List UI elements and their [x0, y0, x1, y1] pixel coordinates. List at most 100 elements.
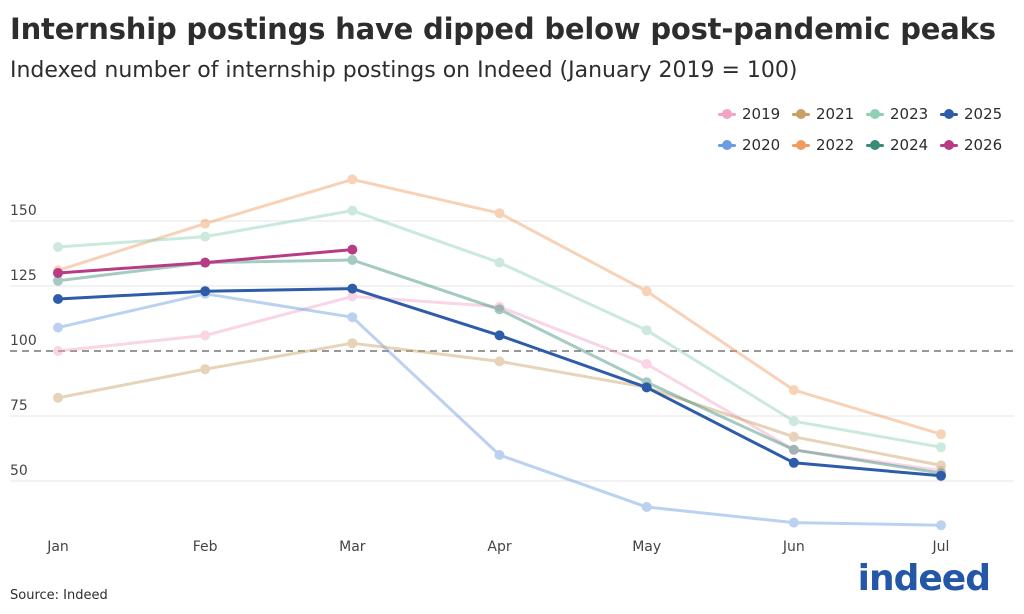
series-2026 [53, 244, 358, 278]
data-point-2025 [936, 470, 946, 481]
data-point-2023 [494, 257, 505, 268]
data-point-2023 [788, 416, 799, 427]
data-point-2026 [200, 257, 211, 268]
series-line-2021 [56, 341, 943, 467]
legend-swatch [792, 108, 810, 119]
chart-legend: 2019 2021 2023 2025 2020 2022 2024 2026 [714, 98, 1014, 160]
data-point-2023 [200, 231, 211, 242]
legend-label: 2024 [890, 135, 929, 154]
data-point-2020 [53, 322, 63, 333]
data-point-2025 [788, 457, 799, 468]
legend-item-2024: 2024 [866, 136, 940, 154]
data-point-2022 [347, 174, 358, 185]
legend-item-2025: 2025 [940, 105, 1014, 123]
legend-label: 2021 [816, 104, 855, 123]
source-note: Source: Indeed [10, 588, 108, 603]
y-tick-label: 75 [10, 398, 28, 414]
x-tick-label: Mar [339, 539, 366, 555]
series-2020 [53, 288, 946, 531]
data-point-2021 [788, 431, 799, 442]
legend-item-2026: 2026 [940, 136, 1014, 154]
data-point-2019 [200, 330, 211, 341]
legend-swatch [718, 108, 736, 119]
series-2022 [53, 174, 946, 440]
data-point-2022 [200, 218, 211, 229]
data-point-2025 [641, 382, 652, 393]
data-point-2023 [936, 442, 946, 453]
data-point-2021 [200, 364, 211, 375]
data-point-2024 [53, 275, 63, 286]
data-point-2021 [53, 392, 63, 403]
series-2019 [53, 291, 946, 476]
chart-subtitle: Indexed number of internship postings on… [10, 58, 798, 83]
data-point-2020 [347, 312, 358, 323]
legend-label: 2025 [964, 104, 1003, 123]
data-point-2020 [641, 502, 652, 512]
x-tick-label: Jan [46, 539, 69, 555]
series-line-2023 [56, 209, 943, 449]
data-point-2025 [347, 283, 358, 294]
y-tick-label: 125 [10, 268, 37, 284]
series-2024 [53, 255, 946, 479]
data-point-2022 [788, 385, 799, 395]
data-point-2023 [641, 325, 652, 336]
legend-label: 2023 [890, 104, 929, 123]
data-point-2022 [936, 429, 946, 440]
data-point-2025 [200, 286, 211, 297]
data-point-2019 [347, 291, 358, 302]
series-line-2020 [56, 292, 943, 527]
indeed-logo: indeed [857, 558, 991, 599]
legend-label: 2020 [742, 135, 781, 154]
y-tick-label: 150 [10, 203, 37, 219]
legend-label: 2026 [964, 135, 1003, 154]
data-point-2019 [494, 301, 505, 312]
legend-row: 2019 2021 2023 2025 [714, 98, 1014, 129]
data-point-2021 [936, 460, 946, 471]
data-point-2023 [347, 205, 358, 216]
legend-item-2023: 2023 [866, 105, 940, 123]
legend-swatch [940, 108, 958, 119]
data-point-2019 [53, 346, 63, 356]
data-point-2022 [494, 208, 505, 219]
series-line-2019 [56, 294, 943, 473]
series-2023 [53, 205, 946, 453]
y-tick-label: 100 [10, 333, 37, 349]
data-point-2019 [641, 359, 652, 369]
data-point-2026 [347, 244, 358, 255]
y-tick-label: 50 [10, 463, 28, 479]
data-point-2020 [788, 517, 799, 528]
x-tick-label: Feb [193, 539, 218, 555]
data-point-2021 [347, 338, 358, 349]
data-point-2019 [788, 444, 799, 455]
x-tick-label: Apr [487, 539, 511, 555]
x-tick-label: Jun [782, 539, 805, 555]
data-point-2020 [494, 450, 505, 460]
chart-title: Internship postings have dipped below po… [10, 12, 996, 46]
legend-item-2019: 2019 [718, 105, 792, 123]
data-point-2024 [788, 444, 799, 455]
legend-item-2022: 2022 [792, 136, 866, 154]
legend-swatch [792, 139, 810, 150]
legend-swatch [940, 139, 958, 150]
legend-item-2021: 2021 [792, 105, 866, 123]
legend-swatch [718, 139, 736, 150]
legend-label: 2019 [742, 104, 781, 123]
data-point-2026 [53, 268, 63, 278]
legend-item-2020: 2020 [718, 136, 792, 154]
series-line-2025 [56, 287, 943, 478]
data-point-2021 [494, 356, 505, 367]
series-2025 [53, 283, 946, 481]
data-point-2025 [53, 294, 63, 304]
data-point-2023 [53, 242, 63, 252]
data-point-2024 [347, 255, 358, 265]
legend-label: 2022 [816, 135, 855, 154]
series-line-2022 [56, 177, 943, 436]
data-point-2020 [936, 520, 946, 531]
data-point-2022 [641, 286, 652, 297]
data-point-2024 [494, 304, 505, 315]
x-tick-label: Jul [932, 539, 950, 555]
legend-swatch [866, 139, 884, 150]
legend-row: 2020 2022 2024 2026 [714, 129, 1014, 160]
legend-swatch [866, 108, 884, 119]
